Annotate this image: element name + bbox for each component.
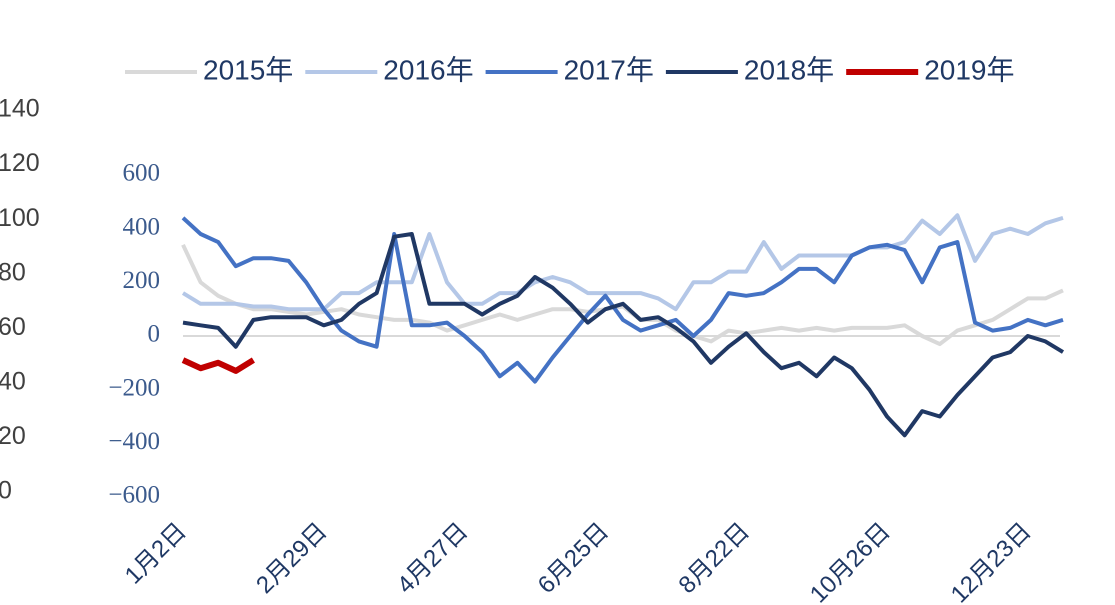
x-tick-label: 8月22日 [674, 518, 755, 599]
legend-label: 2015年 [203, 54, 293, 85]
y2-tick-label: 140 [0, 95, 40, 123]
legend-label: 2016年 [383, 54, 473, 85]
x-tick-label: 10月26日 [805, 518, 896, 605]
y2-tick-label: 80 [0, 258, 26, 286]
legend-label: 2019年 [924, 54, 1014, 85]
series-line [181, 357, 255, 374]
y-tick-label: −200 [108, 374, 160, 401]
legend-label: 2018年 [744, 54, 834, 85]
x-tick-label: 2月29日 [251, 518, 332, 599]
y2-tick-label: 120 [0, 149, 40, 177]
legend-label: 2017年 [564, 54, 654, 85]
x-tick-label: 1月2日 [120, 518, 192, 590]
y-tick-label: 200 [123, 267, 161, 294]
x-tick-label: 6月25日 [533, 518, 614, 599]
series-line [181, 216, 1064, 384]
series-line [181, 213, 1064, 312]
y-tick-label: −600 [108, 482, 160, 509]
x-tick-label: 4月27日 [392, 518, 473, 599]
x-tick-label: 12月23日 [946, 518, 1037, 605]
y-tick-label: 600 [123, 160, 161, 187]
y2-tick-label: 40 [0, 367, 26, 395]
y2-tick-label: 60 [0, 313, 26, 341]
y-tick-label: 0 [148, 321, 161, 348]
y2-tick-label: 20 [0, 422, 26, 450]
y-tick-label: 400 [123, 213, 161, 240]
y2-tick-label: 100 [0, 204, 40, 232]
series-line [182, 232, 1065, 438]
y2-tick-label: 0 [0, 477, 12, 505]
y-tick-label: −400 [108, 428, 160, 455]
